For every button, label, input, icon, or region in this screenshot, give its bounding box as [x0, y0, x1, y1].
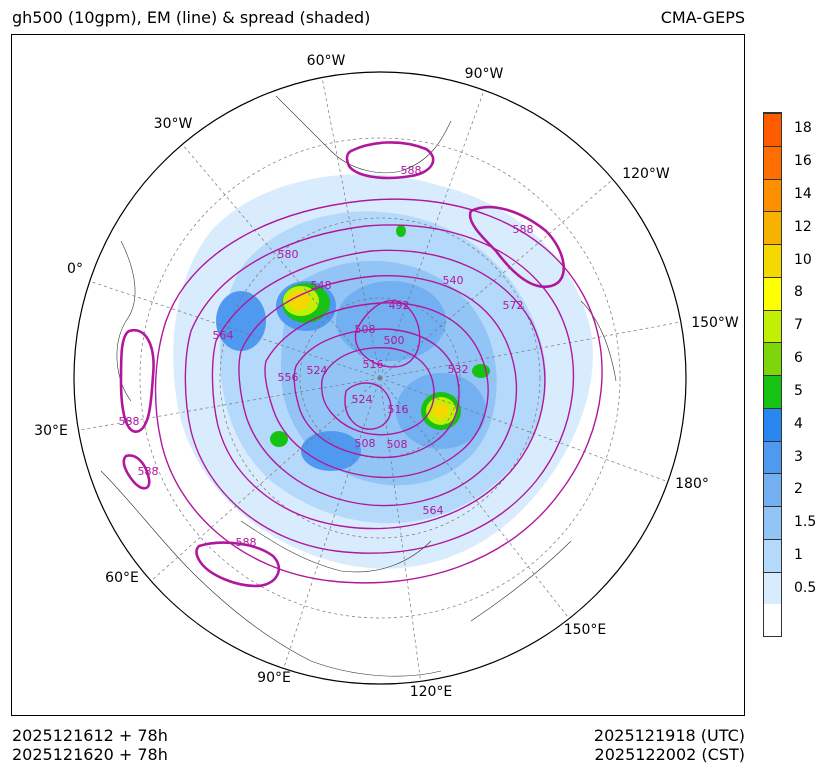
colorbar-segment	[764, 276, 781, 310]
contour-label: 508	[387, 438, 408, 451]
contour-label: 548	[311, 279, 332, 292]
contour-label: 492	[389, 299, 410, 312]
colorbar-segment	[764, 538, 781, 572]
lon-label: 60°W	[307, 53, 346, 69]
em-contours-588	[119, 141, 566, 588]
colorbar-tick-label: 12	[794, 218, 812, 235]
init-utc: 2025121612 + 78h	[12, 726, 168, 745]
contour-label: 524	[307, 364, 328, 377]
lon-label: 120°E	[410, 684, 453, 700]
contour-label: 540	[443, 274, 464, 287]
contour-label: 524	[352, 393, 373, 406]
colorbar-segment	[764, 244, 781, 277]
colorbar-segment	[764, 342, 781, 375]
colorbar-tick-label: 8	[794, 284, 803, 301]
colorbar-segment	[764, 211, 781, 244]
colorbar-segment	[764, 145, 781, 179]
longitude-labels: 60°W 90°W 30°W 120°W 0° 150°W 30°E 180° …	[34, 53, 739, 700]
lon-label: 90°E	[257, 670, 291, 686]
contour-labels: 588 588 580 548 540 572 564 556 524 508 …	[119, 164, 534, 549]
colorbar-segment	[764, 506, 781, 539]
contour-label: 588	[138, 465, 159, 478]
colorbar	[763, 112, 782, 637]
em-contours	[154, 198, 603, 584]
colorbar-segment	[764, 473, 781, 506]
lon-label: 180°	[675, 476, 709, 492]
colorbar-segment	[764, 113, 781, 146]
lon-label: 60°E	[105, 570, 139, 586]
lon-label: 150°W	[691, 315, 739, 331]
map-frame: 588 588 580 548 540 572 564 556 524 508 …	[11, 34, 745, 716]
lon-label: 30°E	[34, 423, 68, 439]
lon-label: 150°E	[564, 622, 607, 638]
valid-cst: 2025122002 (CST)	[594, 745, 745, 764]
colorbar-tick-label: 5	[794, 382, 803, 399]
contour-label: 588	[236, 536, 257, 549]
colorbar-segment	[764, 571, 781, 605]
contour-label: 588	[401, 164, 422, 177]
colorbar-tick-label: 3	[794, 448, 803, 465]
contour-label: 580	[278, 248, 299, 261]
spread-shading	[173, 174, 593, 569]
colorbar-segment	[764, 604, 781, 636]
spread-core-a	[336, 281, 446, 361]
contour-label: 508	[355, 323, 376, 336]
colorbar-tick-label: 14	[794, 186, 812, 203]
contour-label: 516	[363, 358, 384, 371]
lon-label: 120°W	[622, 166, 670, 182]
colorbar-tick-label: 16	[794, 153, 812, 170]
colorbar-tick-label: 4	[794, 415, 803, 432]
colorbar-tick-label: 18	[794, 120, 812, 137]
contour-label: 500	[384, 334, 405, 347]
colorbar-tick-label: 1.5	[794, 514, 817, 531]
colorbar-segment	[764, 375, 781, 408]
colorbar-tick-label: 7	[794, 317, 803, 334]
colorbar-segment	[764, 440, 781, 474]
colorbar-segment	[764, 178, 781, 212]
colorbar-segment	[764, 309, 781, 343]
spread-core-e	[301, 431, 361, 471]
valid-times: 2025121918 (UTC) 2025122002 (CST)	[594, 726, 745, 764]
colorbar-tick-label: 0.5	[794, 579, 817, 596]
init-times: 2025121612 + 78h 2025121620 + 78h	[12, 726, 168, 764]
init-cst: 2025121620 + 78h	[12, 745, 168, 764]
contour-label: 532	[448, 363, 469, 376]
contour-label: 556	[278, 371, 299, 384]
colorbar-tick-label: 1	[794, 546, 803, 563]
lon-label: 90°W	[465, 66, 504, 82]
spread-max-c	[270, 431, 288, 447]
spread-core-d	[216, 291, 266, 351]
spread-max-e	[396, 225, 406, 237]
valid-utc: 2025121918 (UTC)	[593, 726, 745, 745]
colorbar-tick-label: 6	[794, 350, 803, 367]
contour-label: 588	[119, 415, 140, 428]
chart-title: gh500 (10gpm), EM (line) & spread (shade…	[12, 8, 371, 27]
spread-max-b3	[433, 403, 449, 419]
model-name: CMA-GEPS	[660, 8, 745, 27]
contour-label: 564	[423, 504, 444, 517]
contour-label: 516	[388, 403, 409, 416]
contour-label: 572	[503, 299, 524, 312]
lon-label: 0°	[67, 261, 83, 277]
contour-label: 564	[213, 329, 234, 342]
colorbar-tick-label: 2	[794, 481, 803, 498]
colorbar-segment	[764, 407, 781, 441]
contour-label: 508	[355, 437, 376, 450]
colorbar-tick-label: 10	[794, 251, 812, 268]
spread-max-a3	[288, 290, 310, 310]
lon-label: 30°W	[154, 116, 193, 132]
contour-label: 588	[513, 223, 534, 236]
polar-stereographic-map: 588 588 580 548 540 572 564 556 524 508 …	[34, 53, 739, 700]
